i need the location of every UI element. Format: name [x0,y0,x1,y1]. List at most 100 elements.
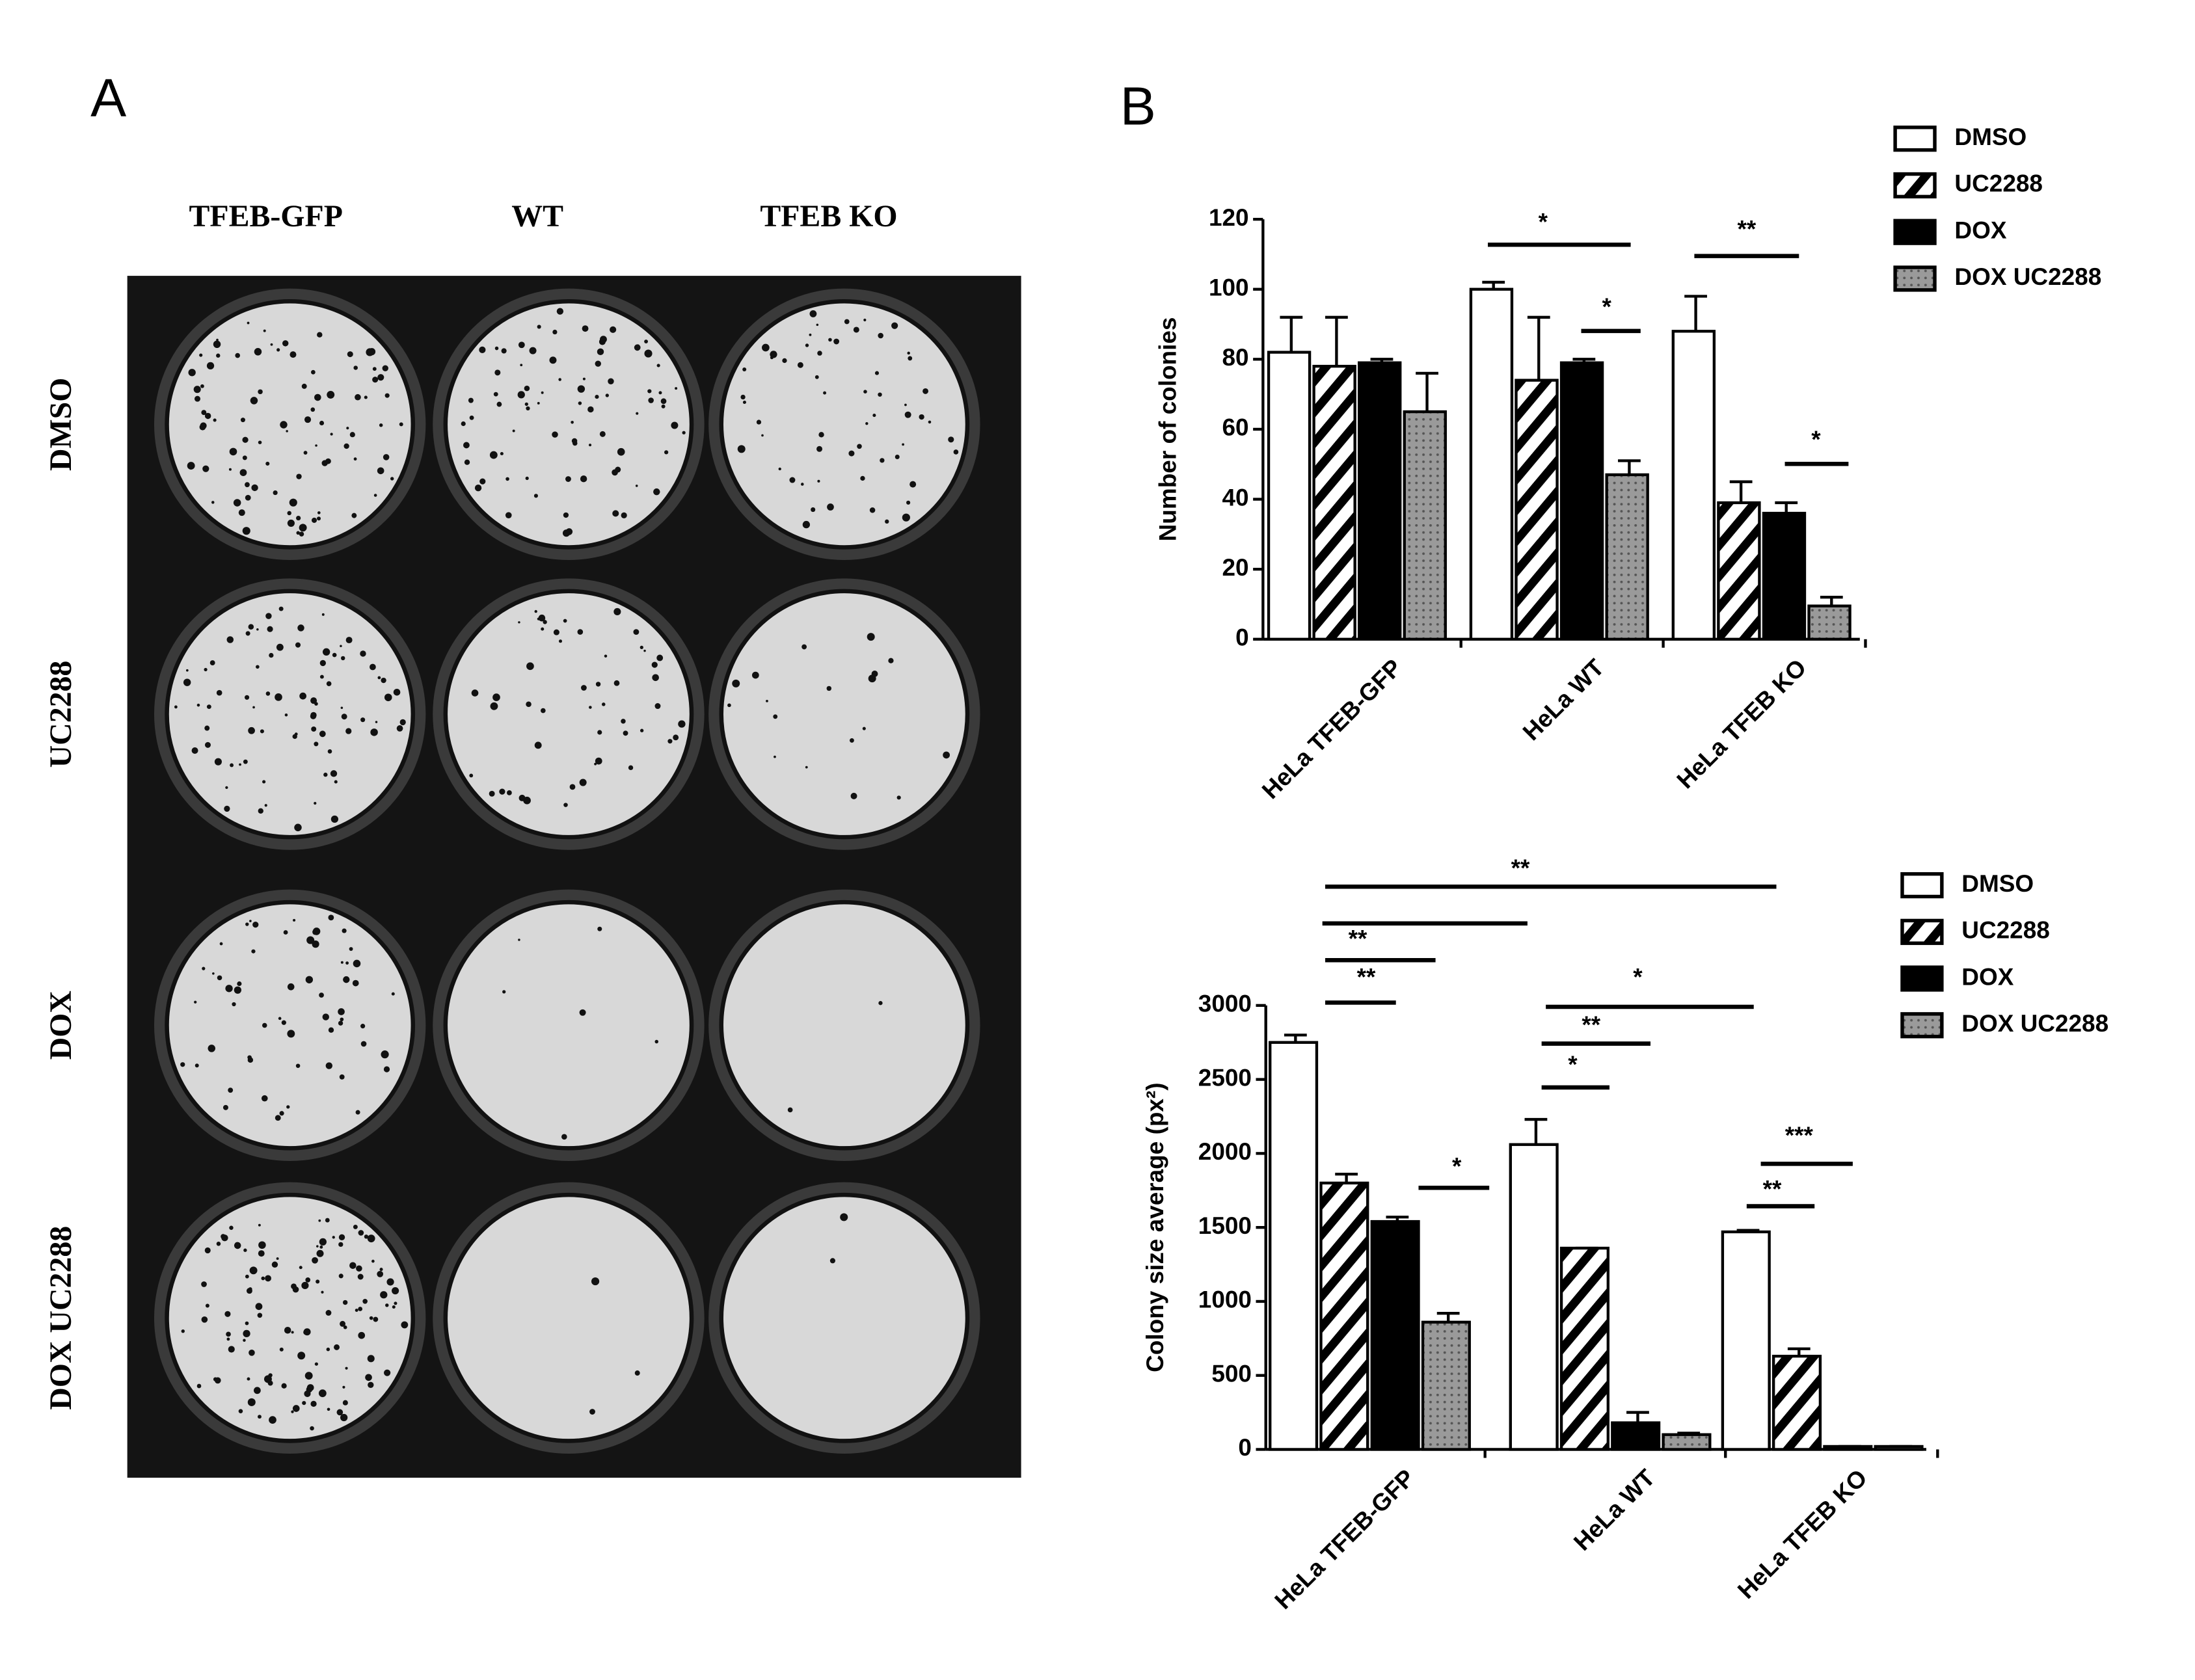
colony [303,1328,311,1336]
colony [365,1374,372,1381]
colony [263,329,266,332]
colony [356,1265,362,1272]
significance-label: ** [1737,215,1756,242]
colony [305,1277,311,1283]
colony [302,1401,306,1406]
colony [355,393,361,401]
colony [342,1385,345,1389]
colony [399,422,403,427]
colony [384,1369,391,1376]
legend-label: DOX UC2288 [1961,1010,2108,1037]
colony [174,705,178,709]
colony [906,500,911,505]
colony [595,394,599,399]
y-tick-label: 100 [1209,274,1249,301]
colony [328,1027,334,1033]
colony [393,688,401,696]
colony [188,369,196,377]
colony [908,356,913,361]
colony [265,1275,271,1282]
legend-swatch [1900,872,1944,899]
colony [556,308,564,315]
colony [316,1249,324,1257]
significance-label: ** [1582,1011,1600,1038]
colony [579,779,587,786]
colony [358,1307,363,1311]
colony [301,383,307,389]
colony [222,1104,228,1110]
colony [349,947,353,951]
colony [604,654,608,658]
colony [525,476,529,480]
colony [204,725,210,731]
colony [762,343,770,352]
colony [187,462,195,470]
colony [201,1281,207,1287]
colony [621,719,626,724]
colony [245,482,250,488]
colony [330,770,338,777]
colony [255,1303,263,1311]
colony [517,391,525,399]
bar [1269,1041,1319,1451]
colony [257,1313,263,1318]
colony [578,401,582,405]
colony [494,346,499,351]
colony [332,1236,335,1239]
legend-label: UC2288 [1954,170,2043,197]
colony [306,936,315,944]
x-tick-label: HeLa TFEB-GFP [1269,1464,1420,1614]
colony [673,734,679,741]
colony [469,773,474,778]
colony [217,975,222,981]
bar [1823,1445,1873,1451]
colony [541,708,546,713]
well [443,900,694,1151]
colony [805,343,809,347]
colony [312,927,321,935]
colony [582,377,586,380]
colony [322,648,330,656]
colony [809,310,817,317]
colony [206,704,211,710]
y-tick-label: 80 [1222,344,1249,371]
colony [549,356,557,364]
colony [280,421,288,429]
colony [558,639,563,643]
colony [654,703,661,710]
colony [507,790,512,795]
well [165,1192,416,1443]
colony [732,679,740,687]
colony [392,1305,396,1309]
colony [299,692,306,700]
colony [379,423,383,427]
colony [853,327,859,333]
colony [339,1074,345,1080]
colony [565,476,571,482]
colony [355,1309,358,1312]
colony [237,981,242,987]
colony [633,629,640,635]
colony [278,606,284,611]
colony [817,479,820,483]
significance-label: * [1602,293,1611,320]
bar [1717,501,1761,641]
legend-swatch [1893,219,1937,245]
legend-swatch [1893,172,1937,199]
colony [490,702,498,710]
colony [469,415,474,420]
colony [287,983,295,991]
colony [275,693,282,701]
colony [211,501,215,504]
colony [863,318,867,322]
significance-label: ** [1357,963,1376,990]
colony [390,477,394,481]
colony [644,340,649,343]
legend-label: UC2288 [1961,917,2050,944]
colony [254,1387,261,1394]
colony [296,473,302,479]
colony [640,645,643,650]
colony [613,607,621,616]
